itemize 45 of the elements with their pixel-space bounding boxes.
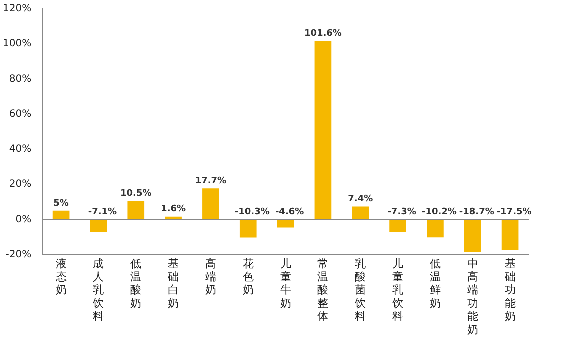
x-tick-label: 成人乳饮料 <box>92 257 104 324</box>
data-label: 7.4% <box>348 194 374 205</box>
data-label: 10.5% <box>120 189 152 200</box>
y-tick-label: 100% <box>2 38 32 50</box>
data-label: -10.3% <box>234 208 270 218</box>
bar <box>352 206 370 220</box>
bar <box>427 220 444 238</box>
bar <box>128 201 145 220</box>
y-tick-label: 0% <box>16 214 32 226</box>
data-label: -18.7% <box>459 208 494 218</box>
x-tick-label: 基础功能奶 <box>504 257 516 324</box>
x-tick-label: 低温酸奶 <box>130 257 142 310</box>
x-tick-label: 常温酸整体 <box>318 257 329 324</box>
bar <box>202 188 220 220</box>
y-tick-label: 120% <box>2 4 32 15</box>
x-tick-label: 花色奶 <box>242 257 254 297</box>
data-label: 5% <box>54 198 69 209</box>
x-tick-label: 液态奶 <box>54 257 67 297</box>
x-tick-label: 低温鲜奶 <box>430 257 441 310</box>
data-label: -7.3% <box>388 208 416 218</box>
bar <box>464 220 482 253</box>
data-label: -4.6% <box>275 208 304 218</box>
x-tick-label: 基础白奶 <box>167 257 180 310</box>
y-tick-label: 80% <box>9 74 32 85</box>
x-tick-label: 中高端功能奶 <box>467 257 478 336</box>
data-label: 17.7% <box>195 176 227 186</box>
y-tick-label: -20% <box>6 249 32 260</box>
data-label: -10.2% <box>422 208 457 218</box>
y-tick-label: 20% <box>9 179 32 190</box>
data-label: 101.6% <box>304 29 342 40</box>
x-tick-label: 儿童乳饮料 <box>392 257 404 324</box>
x-tick-label: 高端奶 <box>205 257 216 297</box>
x-tick-label: 乳酸菌饮料 <box>354 257 366 324</box>
y-tick-label: 40% <box>9 144 32 156</box>
bar <box>240 220 257 238</box>
bar <box>314 41 332 220</box>
bar <box>390 220 406 233</box>
bar <box>277 220 294 228</box>
bar <box>90 220 108 232</box>
y-tick-label: 60% <box>9 108 32 120</box>
data-label: -7.1% <box>88 208 118 218</box>
bar <box>502 220 519 250</box>
data-label: -17.5% <box>496 208 532 218</box>
data-label: 1.6% <box>161 204 186 215</box>
x-tick-label: 儿童牛奶 <box>280 257 292 310</box>
